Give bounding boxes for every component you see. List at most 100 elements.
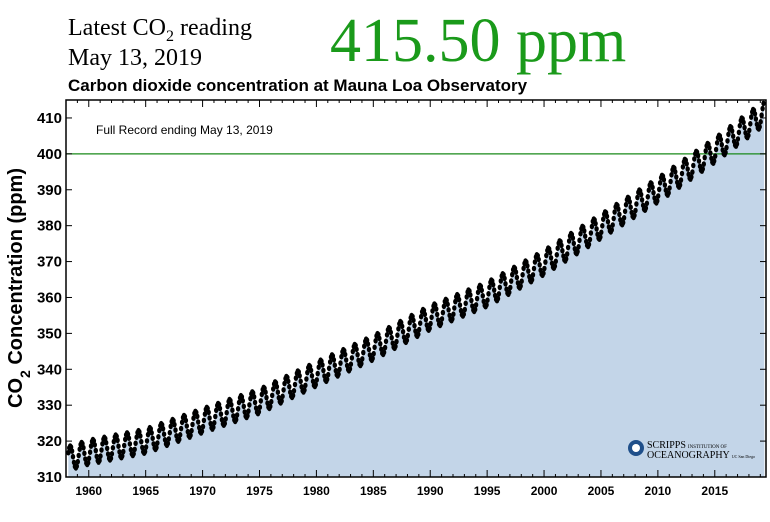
data-point bbox=[154, 444, 159, 451]
y-tick-label: 410 bbox=[37, 110, 62, 127]
data-point bbox=[657, 180, 663, 186]
data-point bbox=[207, 415, 212, 421]
data-point bbox=[290, 392, 296, 399]
data-point bbox=[566, 238, 572, 244]
data-point bbox=[564, 256, 569, 262]
data-point bbox=[701, 161, 706, 167]
data-point bbox=[378, 341, 383, 347]
y-tick-label: 330 bbox=[37, 397, 62, 414]
data-point bbox=[117, 449, 122, 455]
data-point bbox=[105, 445, 110, 452]
data-point bbox=[168, 423, 173, 430]
data-point bbox=[320, 362, 325, 368]
data-point bbox=[155, 440, 160, 446]
data-point bbox=[297, 373, 302, 379]
data-point bbox=[282, 380, 287, 387]
data-point bbox=[502, 275, 507, 282]
scripps-logo-line2: OCEANOGRAPHY bbox=[647, 450, 730, 461]
data-point bbox=[214, 407, 219, 414]
data-point bbox=[742, 124, 747, 131]
data-point bbox=[668, 178, 673, 185]
data-point bbox=[412, 322, 417, 329]
x-tick-label: 2005 bbox=[588, 484, 615, 498]
data-point bbox=[166, 436, 171, 442]
data-point bbox=[332, 362, 337, 369]
data-point bbox=[331, 357, 337, 363]
data-point bbox=[679, 170, 685, 177]
data-point bbox=[370, 355, 375, 362]
data-point bbox=[229, 401, 234, 408]
data-point bbox=[235, 406, 241, 412]
x-tick-label: 2000 bbox=[531, 484, 558, 498]
data-point bbox=[623, 201, 629, 208]
data-point bbox=[462, 306, 467, 313]
data-point bbox=[338, 360, 343, 366]
x-tick-label: 1965 bbox=[132, 484, 159, 498]
data-point bbox=[627, 199, 632, 205]
y-tick-label: 380 bbox=[37, 218, 62, 235]
data-point bbox=[441, 303, 447, 310]
data-point bbox=[252, 399, 258, 406]
data-point bbox=[252, 394, 257, 400]
data-point bbox=[416, 331, 421, 338]
data-point bbox=[404, 337, 410, 344]
data-point bbox=[735, 136, 741, 142]
data-point bbox=[529, 276, 535, 283]
data-point bbox=[646, 187, 651, 193]
data-point bbox=[200, 423, 206, 430]
chart-title: Carbon dioxide concentration at Mauna Lo… bbox=[68, 76, 528, 95]
data-point bbox=[439, 316, 445, 322]
data-point bbox=[362, 343, 367, 350]
data-point bbox=[213, 413, 218, 420]
data-point bbox=[393, 343, 398, 350]
data-point bbox=[327, 359, 333, 365]
data-points bbox=[66, 100, 766, 471]
data-point bbox=[400, 328, 406, 335]
data-point bbox=[492, 287, 497, 293]
data-point bbox=[263, 389, 268, 396]
data-point bbox=[92, 442, 98, 448]
data-point bbox=[461, 311, 466, 318]
data-point bbox=[537, 262, 542, 268]
data-point bbox=[225, 403, 230, 410]
data-point bbox=[429, 314, 434, 321]
data-point bbox=[544, 252, 549, 259]
data-point bbox=[271, 386, 276, 392]
y-tick-label: 390 bbox=[37, 182, 62, 199]
data-point bbox=[396, 326, 401, 332]
x-tick-label: 1980 bbox=[303, 484, 330, 498]
data-point bbox=[321, 367, 326, 374]
data-point bbox=[632, 212, 637, 219]
data-point bbox=[93, 447, 99, 454]
data-point bbox=[536, 256, 541, 263]
data-point bbox=[133, 440, 138, 447]
data-point bbox=[621, 215, 627, 221]
data-point bbox=[259, 391, 264, 398]
data-point bbox=[453, 298, 458, 305]
data-point bbox=[696, 158, 702, 164]
data-point bbox=[150, 435, 155, 442]
data-point bbox=[177, 436, 182, 443]
data-point bbox=[121, 448, 126, 455]
data-point bbox=[541, 270, 546, 277]
data-point bbox=[726, 131, 731, 138]
data-point bbox=[348, 361, 354, 368]
data-point bbox=[82, 450, 87, 457]
data-point bbox=[100, 441, 105, 447]
data-point bbox=[497, 284, 502, 291]
data-point bbox=[116, 443, 121, 450]
data-point bbox=[678, 177, 684, 183]
data-point bbox=[661, 176, 667, 183]
data-point bbox=[521, 265, 526, 272]
data-point bbox=[195, 413, 200, 420]
data-point bbox=[655, 198, 660, 204]
data-point bbox=[473, 306, 478, 313]
data-point bbox=[440, 309, 446, 316]
data-point bbox=[692, 156, 697, 162]
data-point bbox=[714, 140, 720, 146]
data-point bbox=[339, 353, 344, 360]
data-point bbox=[598, 234, 603, 240]
data-point bbox=[508, 284, 513, 291]
data-point bbox=[513, 269, 519, 275]
data-point bbox=[70, 453, 76, 460]
